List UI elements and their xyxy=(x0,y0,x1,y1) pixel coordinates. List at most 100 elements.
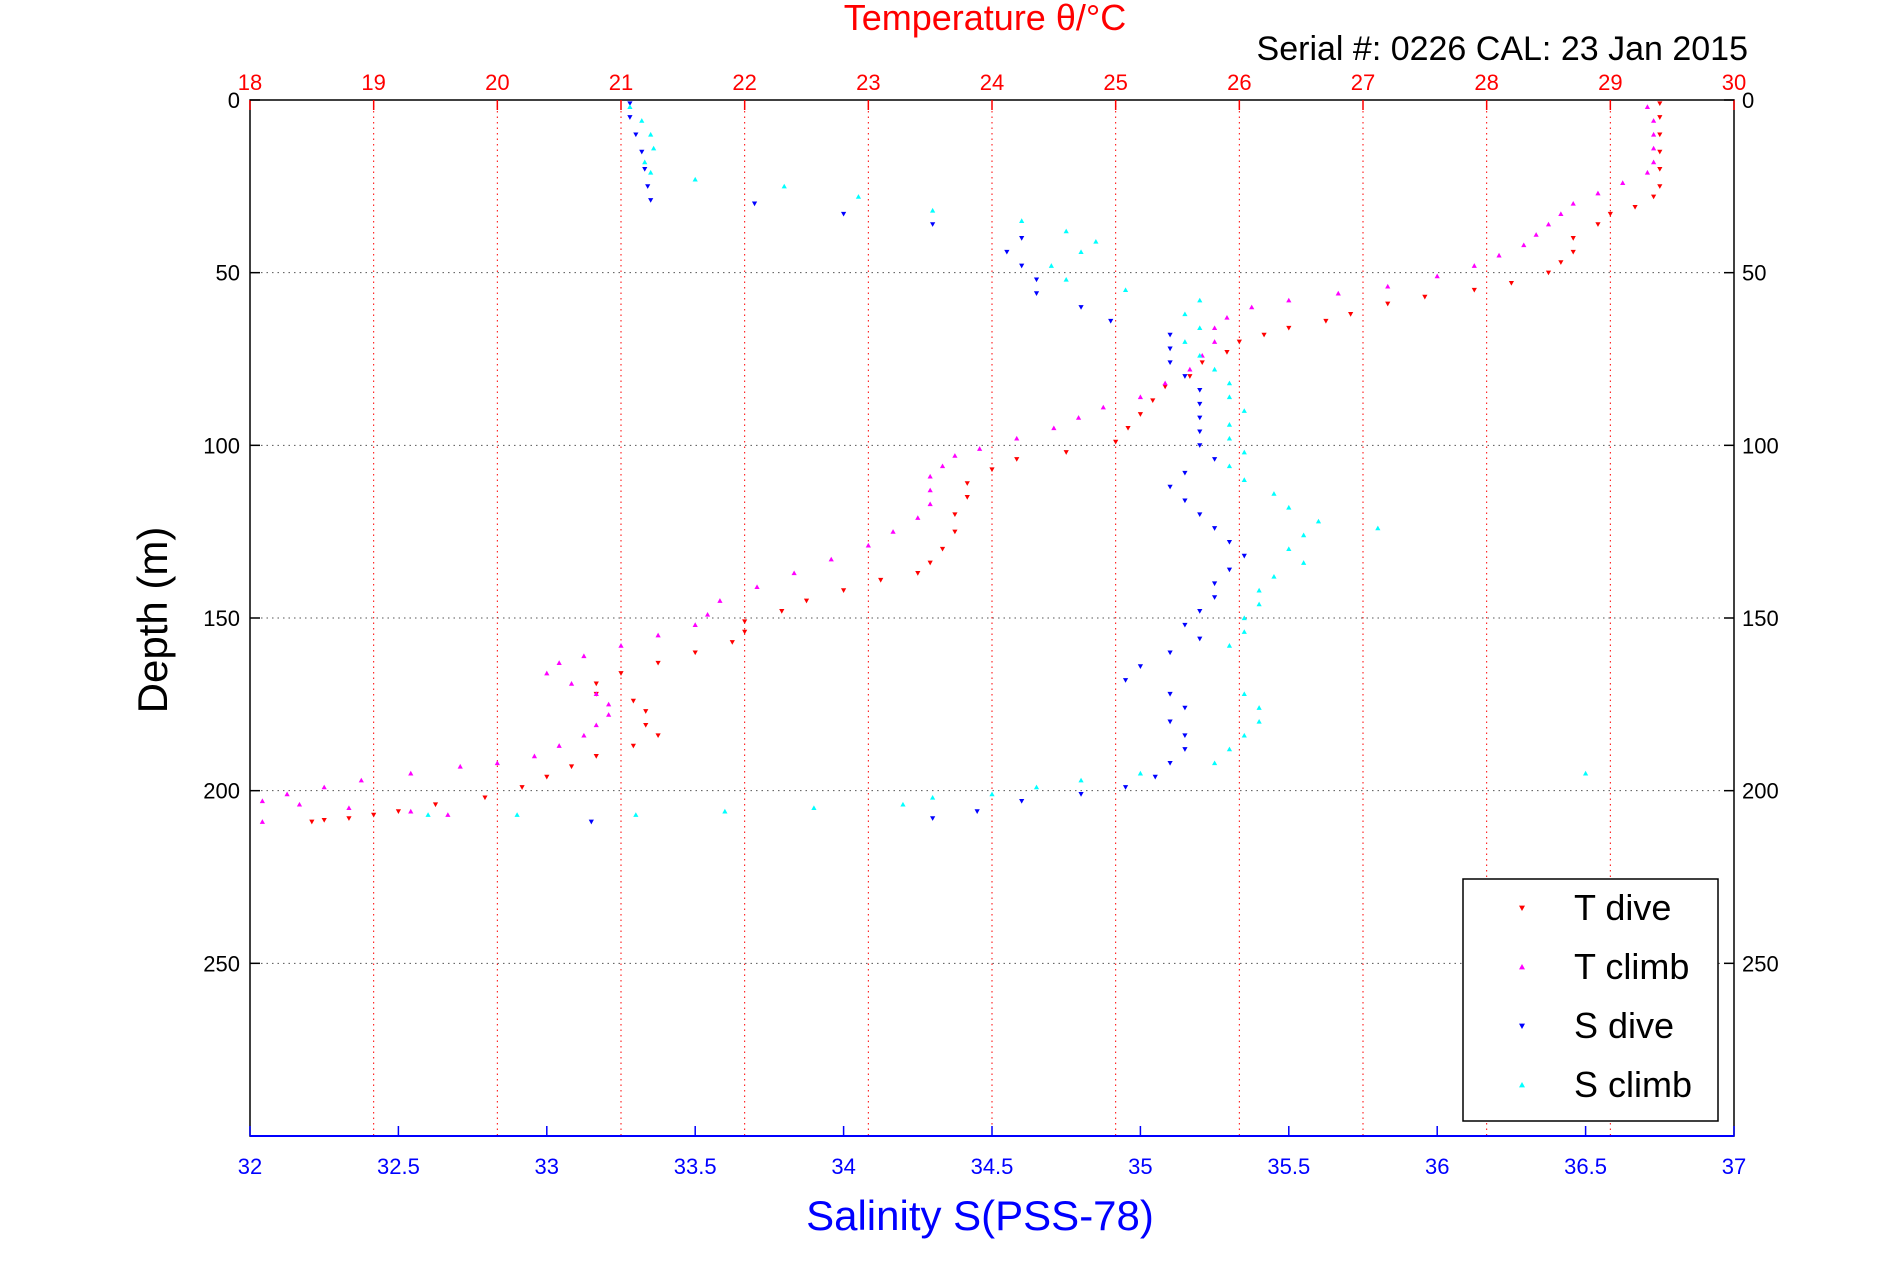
t-dive-point xyxy=(1657,101,1663,107)
s-dive-point xyxy=(588,819,594,825)
t-dive-point xyxy=(742,619,748,625)
t-dive-point xyxy=(1125,425,1131,431)
t-climb-point xyxy=(259,819,265,824)
t-climb-point xyxy=(593,722,599,728)
t-dive-point xyxy=(1558,260,1564,265)
depth-tick-label-right: 250 xyxy=(1742,951,1779,976)
t-dive-point xyxy=(432,802,439,808)
t-climb-point xyxy=(704,611,711,617)
t-dive-point xyxy=(643,709,649,714)
s-dive-point xyxy=(1182,705,1188,711)
s-climb-point xyxy=(1241,477,1247,482)
t-dive-point xyxy=(568,764,575,770)
s-dive-point xyxy=(645,184,651,189)
t-dive-point xyxy=(655,660,661,666)
t-climb-point xyxy=(939,463,946,469)
temperature-tick-label: 25 xyxy=(1103,70,1127,95)
t-dive-point xyxy=(1632,204,1638,210)
s-dive-point xyxy=(1122,785,1129,790)
s-climb-point xyxy=(1137,770,1143,776)
t-dive-point xyxy=(927,560,933,566)
depth-tick-label: 250 xyxy=(203,951,240,976)
s-climb-point xyxy=(1197,297,1203,303)
s-dive-point xyxy=(1212,457,1218,462)
s-dive-point xyxy=(1197,388,1203,393)
t-climb-point xyxy=(568,681,575,686)
t-dive-point xyxy=(1224,350,1230,355)
t-climb-point xyxy=(977,446,983,451)
t-climb-point xyxy=(1051,425,1057,431)
t-climb-point xyxy=(1249,304,1255,310)
t-dive-point xyxy=(1014,457,1020,462)
salinity-tick-label: 37 xyxy=(1722,1154,1746,1179)
s-dive-point xyxy=(1019,263,1025,269)
s-dive-point xyxy=(1108,318,1114,324)
t-dive-point xyxy=(989,467,995,473)
s-dive-point xyxy=(1033,277,1040,283)
t-climb-point xyxy=(1335,290,1341,296)
s-climb-point xyxy=(1212,760,1218,766)
s-dive-point xyxy=(1078,305,1084,310)
s-dive-point xyxy=(642,166,648,172)
s-climb-point xyxy=(1301,560,1307,565)
s-dive-point xyxy=(639,149,645,155)
s-climb-point xyxy=(425,812,431,817)
salinity-tick-label: 36 xyxy=(1425,1154,1449,1179)
t-climb-point xyxy=(655,632,661,638)
t-climb-point xyxy=(1187,366,1193,372)
s-dive-point xyxy=(1197,429,1203,435)
s-climb-point xyxy=(1226,746,1233,752)
t-climb-point xyxy=(457,763,463,769)
s-dive-point xyxy=(1182,498,1188,504)
t-dive-point xyxy=(1422,294,1428,300)
legend-label-s-climb: S climb xyxy=(1574,1064,1692,1105)
s-climb-point xyxy=(1315,518,1322,524)
t-dive-point xyxy=(593,754,599,759)
t-climb-point xyxy=(1651,159,1657,165)
t-dive-point xyxy=(1657,166,1663,172)
t-climb-point xyxy=(1014,435,1020,441)
t-dive-point xyxy=(915,571,921,576)
series-t-climb xyxy=(259,104,1657,824)
s-climb-point xyxy=(855,194,862,199)
s-climb-point xyxy=(1256,705,1262,710)
t-climb-point xyxy=(927,501,933,507)
s-dive-point xyxy=(1167,484,1173,490)
t-dive-point xyxy=(1063,450,1069,455)
t-climb-point xyxy=(593,691,599,697)
t-climb-point xyxy=(890,529,896,534)
legend-marker-s-climb xyxy=(1519,1082,1525,1088)
s-dive-point xyxy=(1078,792,1084,797)
t-dive-point xyxy=(1385,301,1391,307)
s-climb-point xyxy=(1197,352,1203,358)
s-climb-point xyxy=(1226,422,1233,427)
t-dive-point xyxy=(1113,439,1119,445)
t-climb-point xyxy=(1075,415,1082,420)
salinity-tick-label: 34 xyxy=(831,1154,855,1179)
t-dive-point xyxy=(1187,374,1193,379)
depth-tick-label-right: 0 xyxy=(1742,88,1754,113)
s-dive-point xyxy=(1241,553,1247,559)
s-climb-point xyxy=(651,145,657,151)
legend-label-s-dive: S dive xyxy=(1574,1005,1674,1046)
t-dive-point xyxy=(1137,412,1143,417)
s-dive-point xyxy=(1019,236,1025,241)
t-climb-point xyxy=(1558,211,1564,217)
t-climb-point xyxy=(1100,404,1106,410)
legend-label-t-climb: T climb xyxy=(1574,946,1689,987)
s-dive-point xyxy=(1226,567,1233,573)
t-dive-point xyxy=(803,598,810,604)
t-dive-point xyxy=(655,733,661,739)
s-dive-point xyxy=(1212,595,1218,600)
s-climb-point xyxy=(1226,643,1233,648)
t-climb-point xyxy=(927,487,933,493)
grid-lines xyxy=(250,100,1734,1136)
t-dive-point xyxy=(346,816,352,821)
t-climb-point xyxy=(717,598,723,603)
s-climb-point xyxy=(1019,218,1025,223)
s-climb-point xyxy=(1241,615,1247,621)
s-climb-point xyxy=(1241,732,1247,738)
t-climb-point xyxy=(1595,190,1601,196)
data-points xyxy=(259,101,1663,825)
t-climb-point xyxy=(1533,232,1539,237)
